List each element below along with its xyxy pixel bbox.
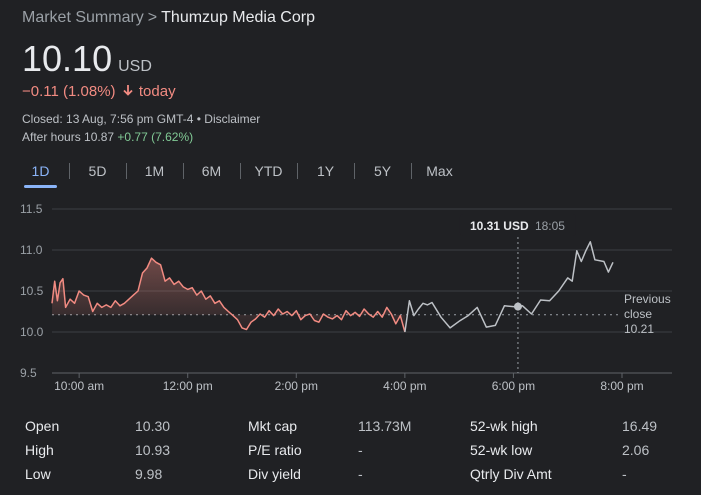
after-hours-info: After hours 10.87 +0.77 (7.62%) — [22, 130, 193, 144]
tab-1y[interactable]: 1Y — [297, 158, 354, 188]
breadcrumb-section-link[interactable]: Market Summary — [22, 9, 144, 26]
stat-label: Mkt cap — [248, 418, 298, 434]
stat-value: 10.30 — [135, 418, 171, 434]
price-chart[interactable]: 11.5 11.0 10.5 10.0 9.5 10:00 am 12:00 pm 2:00 … — [0, 190, 701, 400]
price-change: −0.11 (1.08%) — [22, 83, 116, 100]
tab-max[interactable]: Max — [411, 158, 468, 188]
stat-label: High — [25, 442, 54, 458]
stat-label: P/E ratio — [248, 442, 302, 458]
y-tick-label: 10.5 — [20, 284, 44, 298]
regular-hours-area-fill — [52, 258, 405, 332]
currency-label: USD — [118, 58, 152, 75]
stat-value: - — [622, 466, 627, 482]
stat-value: - — [358, 466, 363, 482]
tab-5d[interactable]: 5D — [69, 158, 126, 188]
after-hours-label: After hours 10.87 — [22, 130, 115, 144]
stat-label: Open — [25, 418, 60, 434]
price-row: 10.10 USD — [22, 38, 152, 80]
change-period: today — [138, 83, 176, 100]
stat-value: - — [358, 442, 363, 458]
range-tabs: 1D 5D 1M 6M YTD 1Y 5Y Max — [12, 158, 468, 188]
x-tick-label: 12:00 pm — [163, 379, 213, 393]
stat-label: 52-wk low — [470, 442, 533, 458]
tab-1d[interactable]: 1D — [12, 158, 69, 188]
stat-value: 9.98 — [135, 466, 163, 482]
stat-value: 10.93 — [135, 442, 171, 458]
after-hours-change: +0.77 (7.62%) — [117, 130, 194, 144]
tab-6m[interactable]: 6M — [183, 158, 240, 188]
stat-label: Low — [25, 466, 51, 482]
stat-label: Qtrly Div Amt — [470, 466, 552, 482]
previous-close-label-line1: Previous — [624, 292, 671, 306]
previous-close-value: 10.21 — [624, 322, 654, 336]
price-change-row: −0.11 (1.08%) today — [22, 83, 176, 100]
x-tick-label: 6:00 pm — [492, 379, 535, 393]
market-closed-info: Closed: 13 Aug, 7:56 pm GMT-4 • Disclaim… — [22, 112, 261, 126]
stat-label: Div yield — [248, 466, 301, 482]
y-tick-label: 11.0 — [20, 243, 43, 257]
arrow-down-icon — [123, 83, 133, 100]
stat-value: 2.06 — [622, 442, 650, 458]
current-price: 10.10 — [22, 38, 113, 79]
tooltip-time: 18:05 — [535, 219, 565, 233]
regular-hours-series-line — [51, 257, 406, 333]
hover-point-marker — [513, 302, 522, 311]
stat-label: 52-wk high — [470, 418, 538, 434]
tooltip-price: 10.31 USD — [470, 219, 529, 233]
tab-5y[interactable]: 5Y — [354, 158, 411, 188]
stat-value: 16.49 — [622, 418, 658, 434]
tab-ytd[interactable]: YTD — [240, 158, 297, 188]
breadcrumb: Market Summary > Thumzup Media Corp — [22, 9, 315, 27]
x-tick-label: 10:00 am — [54, 379, 104, 393]
previous-close-label-line2: close — [624, 307, 652, 321]
x-tick-label: 4:00 pm — [383, 379, 426, 393]
stat-value: 113.73M — [358, 418, 412, 434]
tooltip-box — [459, 214, 576, 236]
y-tick-label: 10.0 — [20, 325, 44, 339]
breadcrumb-separator: > — [147, 9, 158, 26]
after-hours-series-line — [404, 241, 614, 333]
company-name: Thumzup Media Corp — [161, 9, 315, 26]
tab-1m[interactable]: 1M — [126, 158, 183, 188]
x-tick-label: 2:00 pm — [275, 379, 318, 393]
y-tick-label: 11.5 — [20, 202, 43, 216]
y-tick-label: 9.5 — [20, 366, 37, 380]
x-tick-label: 8:00 pm — [600, 379, 643, 393]
